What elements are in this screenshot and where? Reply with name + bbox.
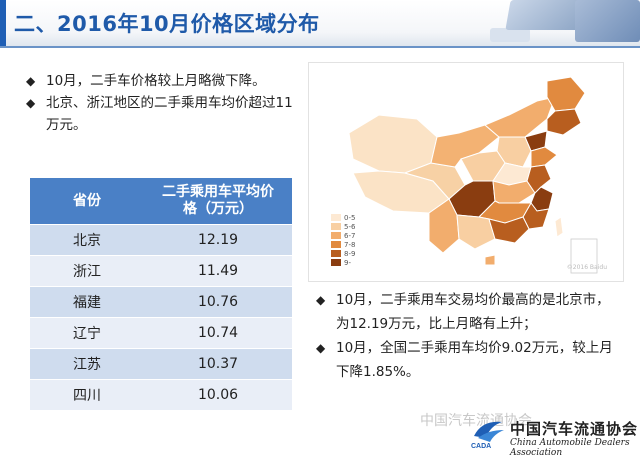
south-sea-inset <box>570 238 598 274</box>
legend-label: 8-9 <box>344 249 356 258</box>
bullet-text: 10月，全国二手乘用车均价9.02万元，较上月下降1.85%。 <box>336 340 613 380</box>
map-legend: 0-5 5-6 6-7 7-8 8-9 9- <box>331 213 355 267</box>
watermark-text: 中国汽车流通协会 <box>420 413 532 429</box>
association-name: 中国汽车流通协会 <box>510 420 639 438</box>
diamond-bullet-icon: ◆ <box>26 74 36 88</box>
logo-text: CADA <box>471 443 491 450</box>
map-region <box>546 76 586 112</box>
cell-price: 11.49 <box>197 263 239 279</box>
legend-swatch <box>331 241 341 248</box>
column-header-price: 二手乘用车平均价格（万元） <box>162 184 274 217</box>
map-credit: ©2016 Baidu <box>566 264 607 271</box>
header-accent-bar <box>0 0 6 46</box>
bullet-item: ◆ 10月，二手乘用车交易均价最高的是北京市，为12.19万元，比上月略有上升； <box>316 288 616 336</box>
legend-entry: 9- <box>331 258 355 267</box>
table-row: 浙江 11.49 <box>30 255 292 286</box>
cell-price: 10.06 <box>197 387 239 403</box>
legend-entry: 8-9 <box>331 249 355 258</box>
bullet-text: 10月，二手乘用车交易均价最高的是北京市，为12.19万元，比上月略有上升； <box>336 292 610 332</box>
map-region <box>484 96 556 138</box>
cell-province: 浙江 <box>73 264 101 280</box>
header-decoration <box>505 0 585 30</box>
column-header-province: 省份 <box>73 192 101 209</box>
table-row: 辽宁 10.74 <box>30 317 292 348</box>
association-english-name: China Automobile Dealers Association <box>510 438 630 455</box>
legend-swatch <box>331 250 341 257</box>
cell-province: 辽宁 <box>73 326 101 342</box>
map-region <box>554 216 564 238</box>
legend-swatch <box>331 259 341 266</box>
slide-header: 二、2016年10月价格区域分布 <box>0 0 640 46</box>
cell-province: 福建 <box>73 295 101 311</box>
legend-entry: 5-6 <box>331 222 355 231</box>
legend-entry: 7-8 <box>331 240 355 249</box>
legend-entry: 6-7 <box>331 231 355 240</box>
cada-logo-icon: CADA <box>471 421 504 450</box>
legend-swatch <box>331 214 341 221</box>
china-price-map: 0-5 5-6 6-7 7-8 8-9 9- ©2016 Baidu <box>308 62 624 282</box>
legend-label: 0-5 <box>344 213 356 222</box>
legend-label: 5-6 <box>344 222 356 231</box>
legend-label: 9- <box>344 258 351 267</box>
map-region <box>484 254 496 266</box>
table-row: 四川 10.06 <box>30 379 292 410</box>
diamond-bullet-icon: ◆ <box>316 293 326 307</box>
cell-province: 四川 <box>73 388 101 404</box>
bullet-item: ◆ 10月，二手车价格较上月略微下降。 <box>26 70 296 92</box>
map-region <box>348 114 438 174</box>
slide-title: 二、2016年10月价格区域分布 <box>14 12 320 36</box>
legend-swatch <box>331 223 341 230</box>
header-decoration <box>490 28 530 42</box>
bullet-text: 10月，二手车价格较上月略微下降。 <box>46 73 266 89</box>
cell-province: 北京 <box>73 233 101 249</box>
table-row: 江苏 10.37 <box>30 348 292 379</box>
bullet-text: 北京、浙江地区的二手乘用车均价超过11万元。 <box>46 95 293 133</box>
table-row: 北京 12.19 <box>30 224 292 255</box>
header-decoration <box>575 0 640 42</box>
cell-price: 10.37 <box>197 356 239 372</box>
legend-entry: 0-5 <box>331 213 355 222</box>
bullet-item: ◆ 北京、浙江地区的二手乘用车均价超过11万元。 <box>26 92 296 136</box>
diamond-bullet-icon: ◆ <box>316 341 326 355</box>
legend-swatch <box>331 232 341 239</box>
cell-price: 10.76 <box>197 294 239 310</box>
cell-province: 江苏 <box>73 357 101 373</box>
detail-bullets: ◆ 10月，二手乘用车交易均价最高的是北京市，为12.19万元，比上月略有上升；… <box>316 288 616 384</box>
price-table: 省份 二手乘用车平均价格（万元） 北京 12.19 浙江 11.49 福建 10… <box>30 178 292 410</box>
table-row: 福建 10.76 <box>30 286 292 317</box>
header-divider <box>0 46 640 48</box>
legend-label: 6-7 <box>344 231 356 240</box>
bullet-item: ◆ 10月，全国二手乘用车均价9.02万元，较上月下降1.85%。 <box>316 336 616 384</box>
table-header-row: 省份 二手乘用车平均价格（万元） <box>30 178 292 224</box>
china-map-graphic <box>348 76 598 274</box>
legend-label: 7-8 <box>344 240 356 249</box>
map-region <box>530 146 558 168</box>
cell-price: 12.19 <box>197 232 239 248</box>
summary-bullets: ◆ 10月，二手车价格较上月略微下降。 ◆ 北京、浙江地区的二手乘用车均价超过1… <box>26 70 296 136</box>
cell-price: 10.74 <box>197 325 239 341</box>
diamond-bullet-icon: ◆ <box>26 96 36 110</box>
map-region <box>488 216 530 244</box>
map-region <box>546 108 582 136</box>
